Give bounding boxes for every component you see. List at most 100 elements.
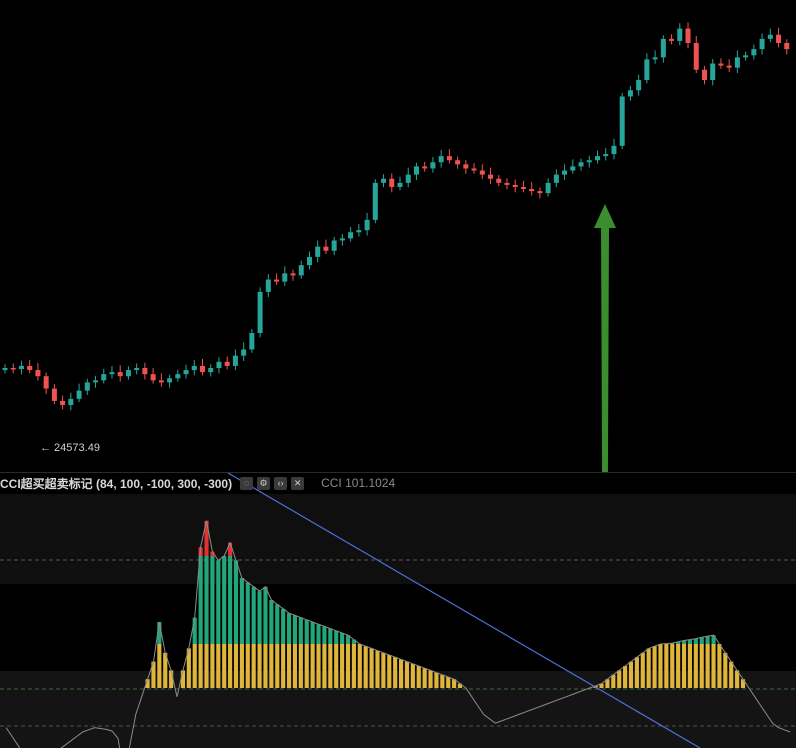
- lower-zone-background: [0, 671, 796, 748]
- cci-bar: [269, 600, 274, 644]
- candle-body: [282, 273, 288, 282]
- price-chart-pane[interactable]: ← 24573.49: [0, 0, 796, 472]
- cci-bar-base: [640, 652, 645, 688]
- cci-bar-base: [705, 644, 710, 688]
- candle-body: [693, 42, 699, 70]
- cci-bar-base: [381, 652, 386, 688]
- candle-body: [84, 382, 90, 391]
- candle-body: [611, 145, 617, 155]
- hide-icon[interactable]: ◌: [240, 476, 254, 490]
- cci-bar-base: [664, 644, 669, 688]
- cci-bar: [239, 578, 244, 644]
- cci-indicator-pane[interactable]: [0, 473, 796, 748]
- candle-body: [751, 49, 757, 56]
- candle-body: [767, 34, 773, 39]
- cci-bar-base: [210, 644, 215, 688]
- cci-bar: [304, 619, 309, 644]
- cci-bar-base: [363, 646, 368, 688]
- cci-bar-base: [440, 674, 445, 688]
- cci-bar-base: [735, 670, 740, 688]
- candle-body: [306, 256, 312, 266]
- cci-bar-base: [198, 644, 203, 688]
- cci-bar-base: [676, 644, 681, 688]
- candle-body: [438, 156, 444, 163]
- cci-bar-base: [304, 644, 309, 688]
- candle-body: [463, 164, 469, 169]
- candle-body: [298, 265, 304, 276]
- cci-bar-base: [416, 666, 421, 688]
- candle-body: [348, 232, 354, 239]
- candle-body: [537, 191, 543, 194]
- cci-bar-base: [658, 644, 663, 688]
- candle-body: [743, 55, 749, 58]
- cci-bar-base: [228, 644, 233, 688]
- candle-body: [323, 246, 329, 251]
- candle-body: [685, 28, 691, 43]
- candle-body: [562, 170, 568, 175]
- candle-body: [512, 184, 518, 187]
- cci-bar-base: [292, 644, 298, 688]
- candlestick-chart[interactable]: [0, 0, 796, 472]
- candle-body: [446, 156, 452, 161]
- indicator-legend: CCI超买超卖标记 (84, 100, -100, 300, -300) ◌ ⚙…: [0, 475, 395, 491]
- cci-bar-base: [652, 646, 657, 688]
- cci-bar: [699, 637, 704, 644]
- cci-bar: [310, 622, 315, 644]
- cci-bar-base: [740, 679, 746, 688]
- cci-bar-base: [375, 650, 380, 688]
- cci-bar-base: [298, 644, 303, 688]
- cci-bar-base: [257, 644, 262, 688]
- candle-body: [381, 178, 387, 183]
- cci-bar-base: [717, 644, 722, 688]
- candle-body: [232, 355, 238, 366]
- cci-bar-base: [328, 644, 333, 688]
- cci-bar-base: [693, 644, 698, 688]
- candle-body: [455, 160, 461, 165]
- cci-bar-base: [169, 670, 174, 688]
- candle-body: [372, 182, 378, 220]
- candle-body: [339, 238, 345, 241]
- cci-bar-base: [322, 644, 327, 688]
- cci-bar-base: [357, 644, 362, 688]
- cci-bar: [681, 640, 687, 644]
- candle-body: [265, 279, 271, 292]
- pane-divider[interactable]: [0, 472, 796, 473]
- cci-bar-base: [452, 679, 457, 688]
- candle-body: [43, 376, 49, 389]
- cci-bar-base: [434, 672, 439, 688]
- cci-bar-base: [387, 655, 392, 688]
- cci-bar: [216, 560, 221, 644]
- candle-body: [27, 365, 33, 371]
- cci-bar: [676, 641, 681, 644]
- candle-body: [669, 38, 675, 41]
- cci-bar: [281, 608, 286, 644]
- cci-bar: [351, 639, 356, 644]
- candle-body: [150, 374, 156, 381]
- cci-bar-base: [180, 670, 185, 688]
- cci-bar-base: [393, 657, 398, 688]
- candle-body: [315, 246, 321, 257]
- candle-body: [60, 400, 66, 406]
- cci-bar-base: [145, 679, 150, 688]
- cci-bar-base: [233, 644, 239, 688]
- source-code-icon[interactable]: ‹›: [274, 476, 288, 490]
- cci-bar-base: [729, 661, 734, 688]
- cci-bar-base: [163, 652, 168, 688]
- settings-icon[interactable]: ⚙: [257, 476, 271, 490]
- cci-bar-overbought: [210, 551, 215, 556]
- indicator-title[interactable]: CCI超买超卖标记 (84, 100, -100, 300, -300): [0, 476, 233, 491]
- cci-bar: [693, 638, 698, 644]
- cci-bar-base: [157, 644, 162, 688]
- candle-body: [488, 174, 494, 179]
- cci-bar: [275, 604, 280, 644]
- cci-indicator-chart[interactable]: [0, 473, 796, 748]
- candle-body: [134, 368, 140, 371]
- cci-bar: [257, 591, 262, 644]
- cci-bar: [210, 556, 215, 644]
- close-icon[interactable]: ✕: [291, 476, 305, 490]
- cci-bar-base: [275, 644, 280, 688]
- cci-bar-base: [605, 679, 610, 688]
- candle-body: [216, 361, 222, 368]
- candle-body: [191, 365, 197, 371]
- candle-body: [274, 279, 280, 282]
